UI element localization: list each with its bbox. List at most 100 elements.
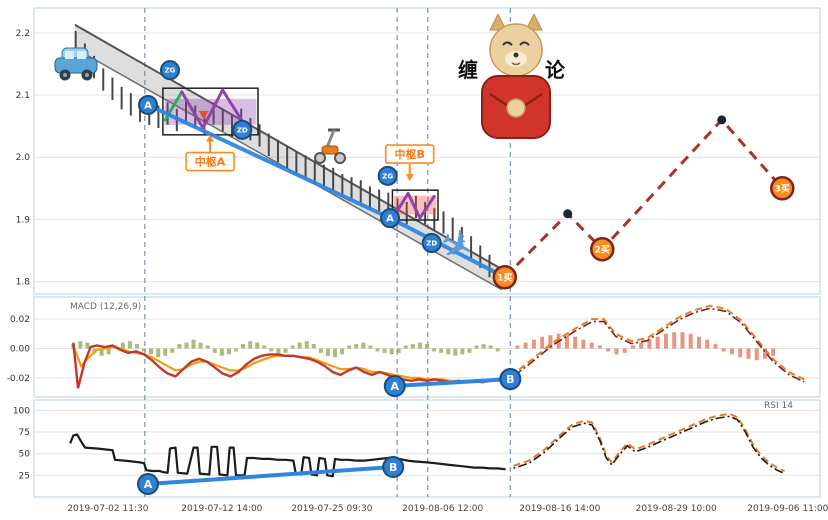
rsi-forecast-dark xyxy=(513,415,785,475)
macd-hist-bar xyxy=(523,342,528,349)
y-tick-label: 25 xyxy=(19,471,30,481)
node-A xyxy=(383,374,406,397)
node-label: B xyxy=(506,373,514,386)
dog-paws xyxy=(506,98,526,118)
rsi-forecast-orange xyxy=(513,412,785,472)
macd-hist-bar xyxy=(481,344,486,349)
macd-hist-bar xyxy=(630,345,635,349)
macd-hist-bar xyxy=(375,348,380,352)
macd-forecast-orange xyxy=(509,304,805,381)
macd-hist-bar xyxy=(262,345,267,349)
macd-line xyxy=(72,342,506,389)
macd-hist-bar xyxy=(680,332,685,349)
meme-caption: 缠 论 xyxy=(458,58,595,82)
node-label: ZD xyxy=(237,126,248,134)
macd-hist-bar xyxy=(425,344,429,349)
y-tick-label: 0.00 xyxy=(10,344,30,354)
macd-hist-bar xyxy=(460,348,465,355)
macd-hist-bar xyxy=(276,348,281,355)
macd-hist-bar xyxy=(403,345,408,349)
macd-hist-bar xyxy=(622,348,627,353)
macd-hist-bar xyxy=(713,344,718,349)
node-label: ZD xyxy=(426,240,437,248)
macd-hist-bar xyxy=(746,348,751,359)
node-label: ZG xyxy=(165,67,176,75)
macd-hist-bar xyxy=(729,348,734,355)
macd-hist-bar xyxy=(446,348,451,355)
macd-hist-bar xyxy=(639,342,644,349)
forecast-dot xyxy=(563,209,573,219)
node-label: 2买 xyxy=(595,244,610,255)
macd-hist-bar xyxy=(647,339,652,349)
node-label: A xyxy=(144,101,152,112)
x-tick-label: 2019-08-06 12:00 xyxy=(402,504,483,514)
node-A xyxy=(137,94,158,115)
node-label: 1买 xyxy=(497,272,512,283)
y-tick-label: 50 xyxy=(19,450,31,460)
macd-hist-bar xyxy=(163,348,168,356)
macd-hist-bar xyxy=(515,345,520,349)
macd-hist-bar xyxy=(368,345,373,349)
macd-panel-label: MACD (12,26,9) xyxy=(70,302,142,312)
node-ZG xyxy=(377,165,398,186)
x-tick-label: 2019-07-02 11:30 xyxy=(67,504,148,514)
dog-meme: 缠 论 xyxy=(452,12,565,146)
macd-hist-bar xyxy=(219,348,224,356)
macd-hist-bar xyxy=(540,336,545,349)
macd-hist-bar xyxy=(325,348,330,356)
dog-muzzle xyxy=(505,51,527,67)
macd-hist-bar xyxy=(396,348,401,353)
dog-eye xyxy=(502,41,513,46)
node-ZD xyxy=(421,233,442,254)
forecast-dot xyxy=(717,115,727,125)
macd-hist-bar xyxy=(721,348,726,352)
dog-ear xyxy=(525,12,543,31)
macd-hist-bar xyxy=(354,344,359,349)
dog-nose xyxy=(513,52,519,58)
rsi-panel-label: RSI 14 xyxy=(764,401,793,411)
car-hub xyxy=(63,73,67,77)
rsi-line xyxy=(69,433,506,478)
node-A xyxy=(380,208,401,229)
macd-hist-bar xyxy=(548,335,553,349)
macd-hist-bar xyxy=(606,348,611,352)
macd-hist-bar xyxy=(347,345,352,349)
macd-hist-bar xyxy=(453,348,458,356)
macd-hist-bar xyxy=(333,348,338,358)
macd-hist-bar xyxy=(672,332,677,349)
y-tick-label: 2.1 xyxy=(16,91,30,101)
macd-hist-bar xyxy=(198,342,203,349)
scooter-body xyxy=(321,145,339,155)
chan-segment xyxy=(393,191,436,220)
macd-hist-bar xyxy=(248,341,253,349)
macd-hist-bar xyxy=(85,342,90,349)
dog-sleeve xyxy=(523,92,543,108)
car-icon xyxy=(52,44,100,88)
macd-hist-bar xyxy=(177,344,182,349)
macd-hist-bar xyxy=(573,336,578,349)
node-A xyxy=(136,473,159,496)
node-label: ZG xyxy=(382,172,393,180)
macd-hist-bar xyxy=(495,348,500,352)
macd-hist-bar xyxy=(205,345,210,349)
channel-top-edge xyxy=(74,23,503,270)
macd-hist-bar xyxy=(283,348,288,353)
macd-hist-bar xyxy=(564,335,569,349)
car-window xyxy=(77,51,86,59)
macd-hist-bar xyxy=(290,345,295,349)
car-body xyxy=(54,57,98,74)
macd-hist-bar xyxy=(212,348,217,353)
macd-hist-bar xyxy=(663,333,668,349)
node-B xyxy=(499,368,522,391)
macd-hist-bar xyxy=(304,341,309,349)
macd-hist-bar xyxy=(99,348,104,356)
x-tick-label: 2019-07-12 14:00 xyxy=(181,504,262,514)
macd-hist-bar xyxy=(655,336,660,349)
scooter-icon xyxy=(312,124,348,168)
node-label: 3买 xyxy=(775,184,790,195)
macd-hist-bar xyxy=(311,344,316,349)
dog-eye xyxy=(519,41,530,46)
macd-hist-bar xyxy=(614,348,619,355)
